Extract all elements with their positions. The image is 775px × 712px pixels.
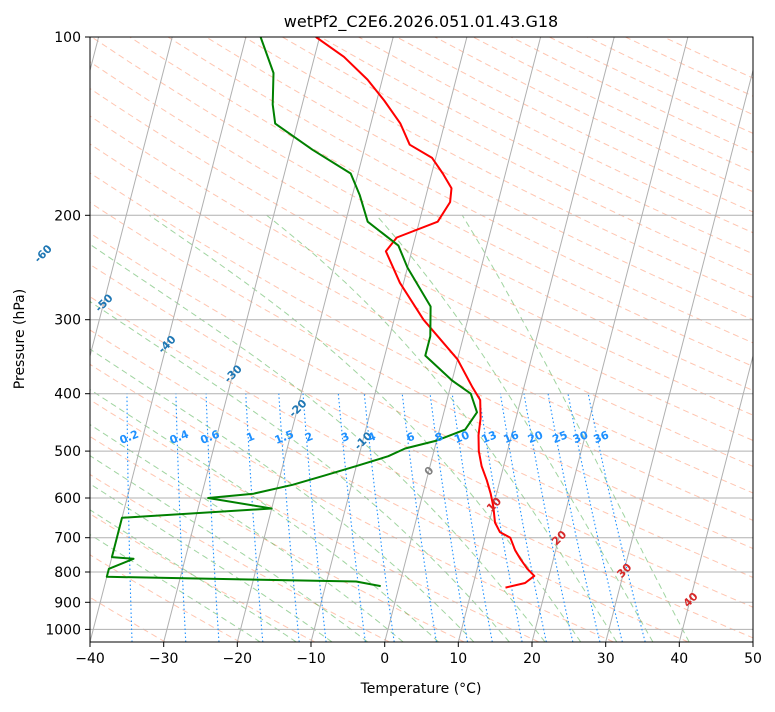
- chart-title: wetPf2_C2E6.2026.051.01.43.G18: [284, 12, 558, 32]
- x-tick-label: −40: [75, 651, 105, 667]
- y-tick-label: 400: [54, 387, 81, 403]
- x-tick-label: 10: [449, 651, 467, 667]
- x-tick-label: 40: [670, 651, 688, 667]
- x-tick-label: 30: [597, 651, 615, 667]
- y-tick-label: 200: [54, 208, 81, 224]
- y-tick-label: 800: [54, 565, 81, 581]
- y-tick-label: 100: [54, 30, 81, 46]
- y-axis-label: Pressure (hPa): [12, 289, 28, 389]
- x-tick-label: 20: [523, 651, 541, 667]
- x-tick-label: −10: [296, 651, 326, 667]
- x-tick-label: 50: [744, 651, 762, 667]
- y-tick-label: 600: [54, 491, 81, 507]
- x-tick-label: −20: [223, 651, 253, 667]
- y-tick-label: 1000: [45, 622, 81, 638]
- y-tick-label: 700: [54, 531, 81, 547]
- x-axis-label: Temperature (°C): [360, 681, 482, 697]
- y-tick-label: 300: [54, 313, 81, 329]
- x-tick-label: 0: [380, 651, 389, 667]
- y-tick-label: 500: [54, 444, 81, 460]
- y-tick-label: 900: [54, 595, 81, 611]
- x-tick-label: −30: [149, 651, 179, 667]
